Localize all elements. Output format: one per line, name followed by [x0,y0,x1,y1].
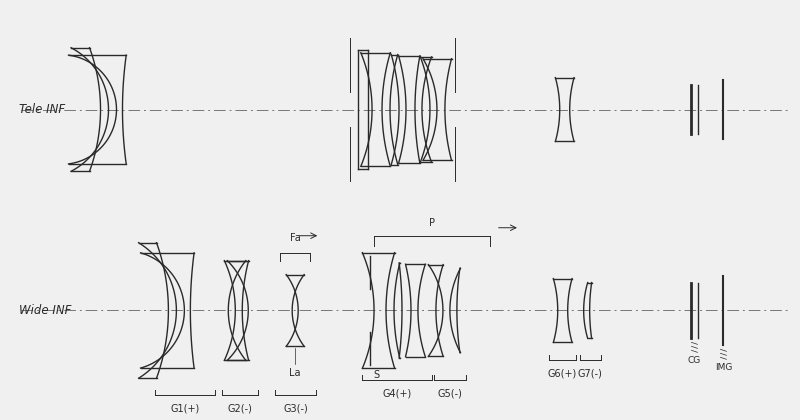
Text: IMG: IMG [714,363,732,372]
Text: Wide INF: Wide INF [18,304,71,317]
Text: Fa: Fa [290,233,301,243]
Text: G4(+): G4(+) [382,388,412,398]
Text: CG: CG [688,356,701,365]
Text: G6(+): G6(+) [547,368,577,378]
Text: G2(-): G2(-) [228,403,253,413]
Text: Tele INF: Tele INF [18,103,65,116]
Text: G7(-): G7(-) [578,368,602,378]
Text: G5(-): G5(-) [438,388,462,398]
Text: G1(+): G1(+) [170,403,200,413]
Text: La: La [290,368,301,378]
Text: S: S [373,370,379,380]
Text: G3(-): G3(-) [283,403,308,413]
Text: P: P [429,218,435,228]
